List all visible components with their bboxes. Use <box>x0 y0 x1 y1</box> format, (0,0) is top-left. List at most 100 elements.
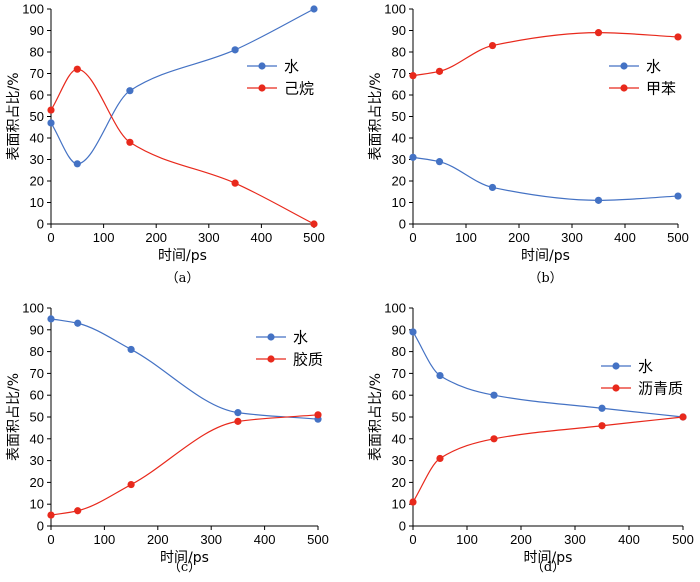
data-point <box>234 409 242 417</box>
x-tick-label: 200 <box>147 532 169 547</box>
x-tick-label: 500 <box>303 230 325 245</box>
data-point <box>409 153 417 161</box>
y-tick-label: 20 <box>30 475 44 490</box>
y-tick-label: 100 <box>384 301 406 316</box>
y-tick-label: 30 <box>392 453 406 468</box>
data-point <box>598 422 606 430</box>
legend-marker <box>267 333 275 341</box>
y-tick-label: 30 <box>30 453 44 468</box>
data-point <box>490 391 498 399</box>
x-tick-label: 400 <box>618 532 640 547</box>
y-tick-label: 30 <box>392 152 406 167</box>
legend-marker <box>620 62 628 70</box>
x-axis-label: 时间/ps <box>521 248 570 264</box>
data-point <box>231 179 239 187</box>
data-point <box>409 498 417 506</box>
x-tick-label: 100 <box>455 230 477 245</box>
y-axis-label: 表面积占比/% <box>368 72 384 160</box>
legend-marker <box>258 62 266 70</box>
y-tick-label: 80 <box>392 344 406 359</box>
y-tick-label: 10 <box>392 497 406 512</box>
y-tick-label: 100 <box>22 2 44 17</box>
y-tick-label: 90 <box>30 322 44 337</box>
data-point <box>314 411 322 419</box>
data-point <box>488 41 497 50</box>
y-tick-label: 0 <box>399 217 406 232</box>
legend-marker <box>258 84 266 92</box>
x-tick-label: 0 <box>409 230 416 245</box>
x-tick-label: 0 <box>409 532 416 547</box>
x-tick-label: 400 <box>251 230 273 245</box>
legend-label: 沥青质 <box>638 380 683 398</box>
y-axis-label: 表面积占比/% <box>6 72 22 160</box>
y-tick-label: 80 <box>30 45 44 60</box>
x-tick-label: 500 <box>672 532 694 547</box>
y-tick-label: 50 <box>30 109 44 124</box>
x-tick-label: 400 <box>614 230 636 245</box>
data-point <box>594 196 603 204</box>
y-tick-label: 0 <box>37 519 44 534</box>
legend-marker <box>612 362 620 370</box>
y-tick-label: 90 <box>392 322 406 337</box>
x-tick-label: 500 <box>307 532 329 547</box>
legend-label: 水 <box>646 58 661 76</box>
data-point <box>73 160 81 168</box>
data-point <box>436 371 444 380</box>
x-tick-label: 100 <box>94 532 116 547</box>
x-axis-label: 时间/ps <box>160 550 209 566</box>
y-tick-label: 70 <box>30 366 44 381</box>
y-tick-label: 20 <box>30 174 44 189</box>
y-tick-label: 10 <box>392 195 406 210</box>
series-line <box>412 32 679 77</box>
data-point <box>674 192 682 200</box>
y-tick-label: 0 <box>399 519 406 534</box>
y-tick-label: 40 <box>392 131 406 146</box>
x-tick-label: 300 <box>564 532 586 547</box>
y-tick-label: 60 <box>30 88 44 103</box>
data-point <box>435 158 444 166</box>
y-tick-label: 60 <box>30 388 44 403</box>
data-point <box>409 328 417 336</box>
y-tick-label: 50 <box>392 109 406 124</box>
data-point <box>594 29 603 37</box>
y-tick-label: 10 <box>30 497 44 512</box>
y-tick-label: 50 <box>392 410 406 425</box>
x-tick-label: 400 <box>254 532 276 547</box>
y-tick-label: 30 <box>30 152 44 167</box>
data-point <box>310 220 318 228</box>
x-tick-label: 100 <box>456 532 478 547</box>
data-point <box>435 67 444 75</box>
series-line <box>50 8 315 165</box>
y-tick-label: 90 <box>30 23 44 38</box>
y-tick-label: 10 <box>30 195 44 210</box>
data-point <box>74 507 82 515</box>
y-tick-label: 70 <box>392 66 406 81</box>
x-tick-label: 0 <box>47 230 54 245</box>
x-tick-label: 200 <box>145 230 167 245</box>
x-tick-label: 200 <box>508 230 530 245</box>
y-tick-label: 0 <box>37 217 44 232</box>
y-tick-label: 80 <box>30 344 44 359</box>
y-tick-label: 40 <box>30 131 44 146</box>
panel-a: 0 10 20 30 40 50 60 70 80 90 100 0 100 200 300 400 500 时间… <box>6 2 325 287</box>
y-tick-label: 70 <box>30 66 44 81</box>
y-tick-label: 70 <box>392 366 406 381</box>
series-line <box>412 416 684 503</box>
x-tick-label: 0 <box>47 532 54 547</box>
legend-marker <box>267 355 275 363</box>
x-tick-label: 200 <box>510 532 532 547</box>
series-line <box>412 331 684 418</box>
y-tick-label: 20 <box>392 475 406 490</box>
legend-label: 甲苯 <box>646 80 676 98</box>
y-tick-label: 100 <box>384 2 406 17</box>
legend-marker <box>612 384 620 392</box>
data-point <box>310 5 318 13</box>
data-point <box>679 413 687 421</box>
x-tick-label: 300 <box>198 230 220 245</box>
data-point <box>436 454 444 463</box>
legend-label: 水 <box>293 329 308 347</box>
panel-caption: （d） <box>531 560 565 575</box>
data-point <box>126 138 134 146</box>
series-line <box>50 414 319 516</box>
data-point <box>127 345 135 354</box>
